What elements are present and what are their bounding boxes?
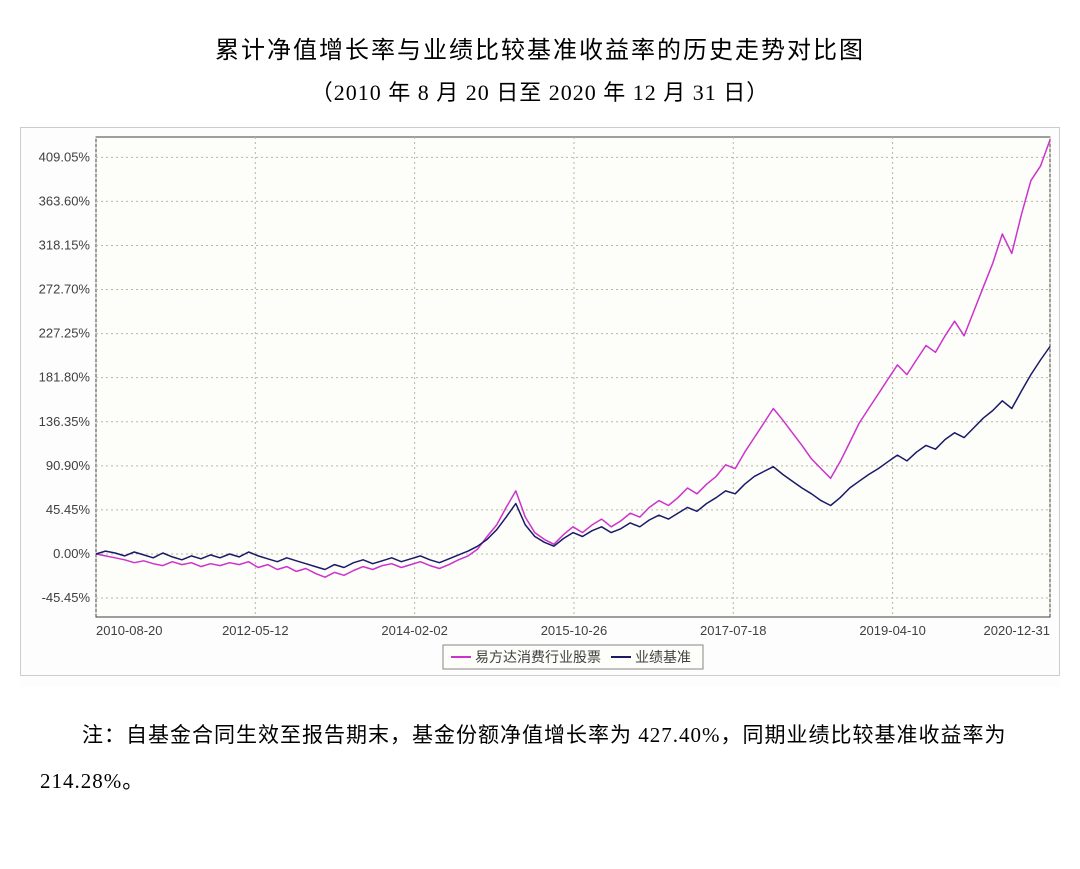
- svg-text:2010-08-20: 2010-08-20: [96, 623, 163, 638]
- svg-text:2012-05-12: 2012-05-12: [222, 623, 289, 638]
- svg-text:227.25%: 227.25%: [39, 326, 91, 341]
- svg-text:2017-07-18: 2017-07-18: [700, 623, 767, 638]
- svg-text:181.80%: 181.80%: [39, 370, 91, 385]
- chart-title: 累计净值增长率与业绩比较基准收益率的历史走势对比图: [20, 30, 1060, 65]
- svg-text:-45.45%: -45.45%: [42, 590, 91, 605]
- svg-text:272.70%: 272.70%: [39, 282, 91, 297]
- line-chart: -45.45% 0.00% 45.45% 90.90% 136.35% 181.80% 22…: [20, 127, 1060, 687]
- svg-text:45.45%: 45.45%: [46, 502, 91, 517]
- svg-text:2015-10-26: 2015-10-26: [541, 623, 608, 638]
- chart-subtitle: （2010 年 8 月 20 日至 2020 年 12 月 31 日）: [20, 75, 1060, 107]
- chart-note: 注：自基金合同生效至报告期末，基金份额净值增长率为 427.40%，同期业绩比较…: [40, 712, 1040, 804]
- svg-text:363.60%: 363.60%: [39, 193, 91, 208]
- svg-text:409.05%: 409.05%: [39, 149, 91, 164]
- svg-text:2019-04-10: 2019-04-10: [859, 623, 926, 638]
- svg-text:业绩基准: 业绩基准: [635, 649, 691, 666]
- svg-text:136.35%: 136.35%: [39, 414, 91, 429]
- svg-text:0.00%: 0.00%: [53, 546, 90, 561]
- svg-text:2020-12-31: 2020-12-31: [984, 623, 1051, 638]
- svg-text:318.15%: 318.15%: [39, 237, 91, 252]
- svg-text:90.90%: 90.90%: [46, 458, 91, 473]
- svg-text:2014-02-02: 2014-02-02: [381, 623, 448, 638]
- svg-text:易方达消费行业股票: 易方达消费行业股票: [475, 650, 601, 666]
